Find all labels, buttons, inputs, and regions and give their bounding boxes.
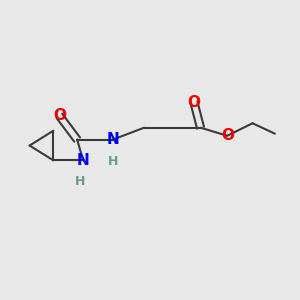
- Text: O: O: [188, 95, 200, 110]
- Text: N: N: [77, 153, 89, 168]
- Text: O: O: [221, 128, 234, 143]
- Text: O: O: [53, 108, 66, 123]
- Text: N: N: [106, 132, 119, 147]
- Text: H: H: [108, 155, 118, 168]
- Text: H: H: [75, 175, 85, 188]
